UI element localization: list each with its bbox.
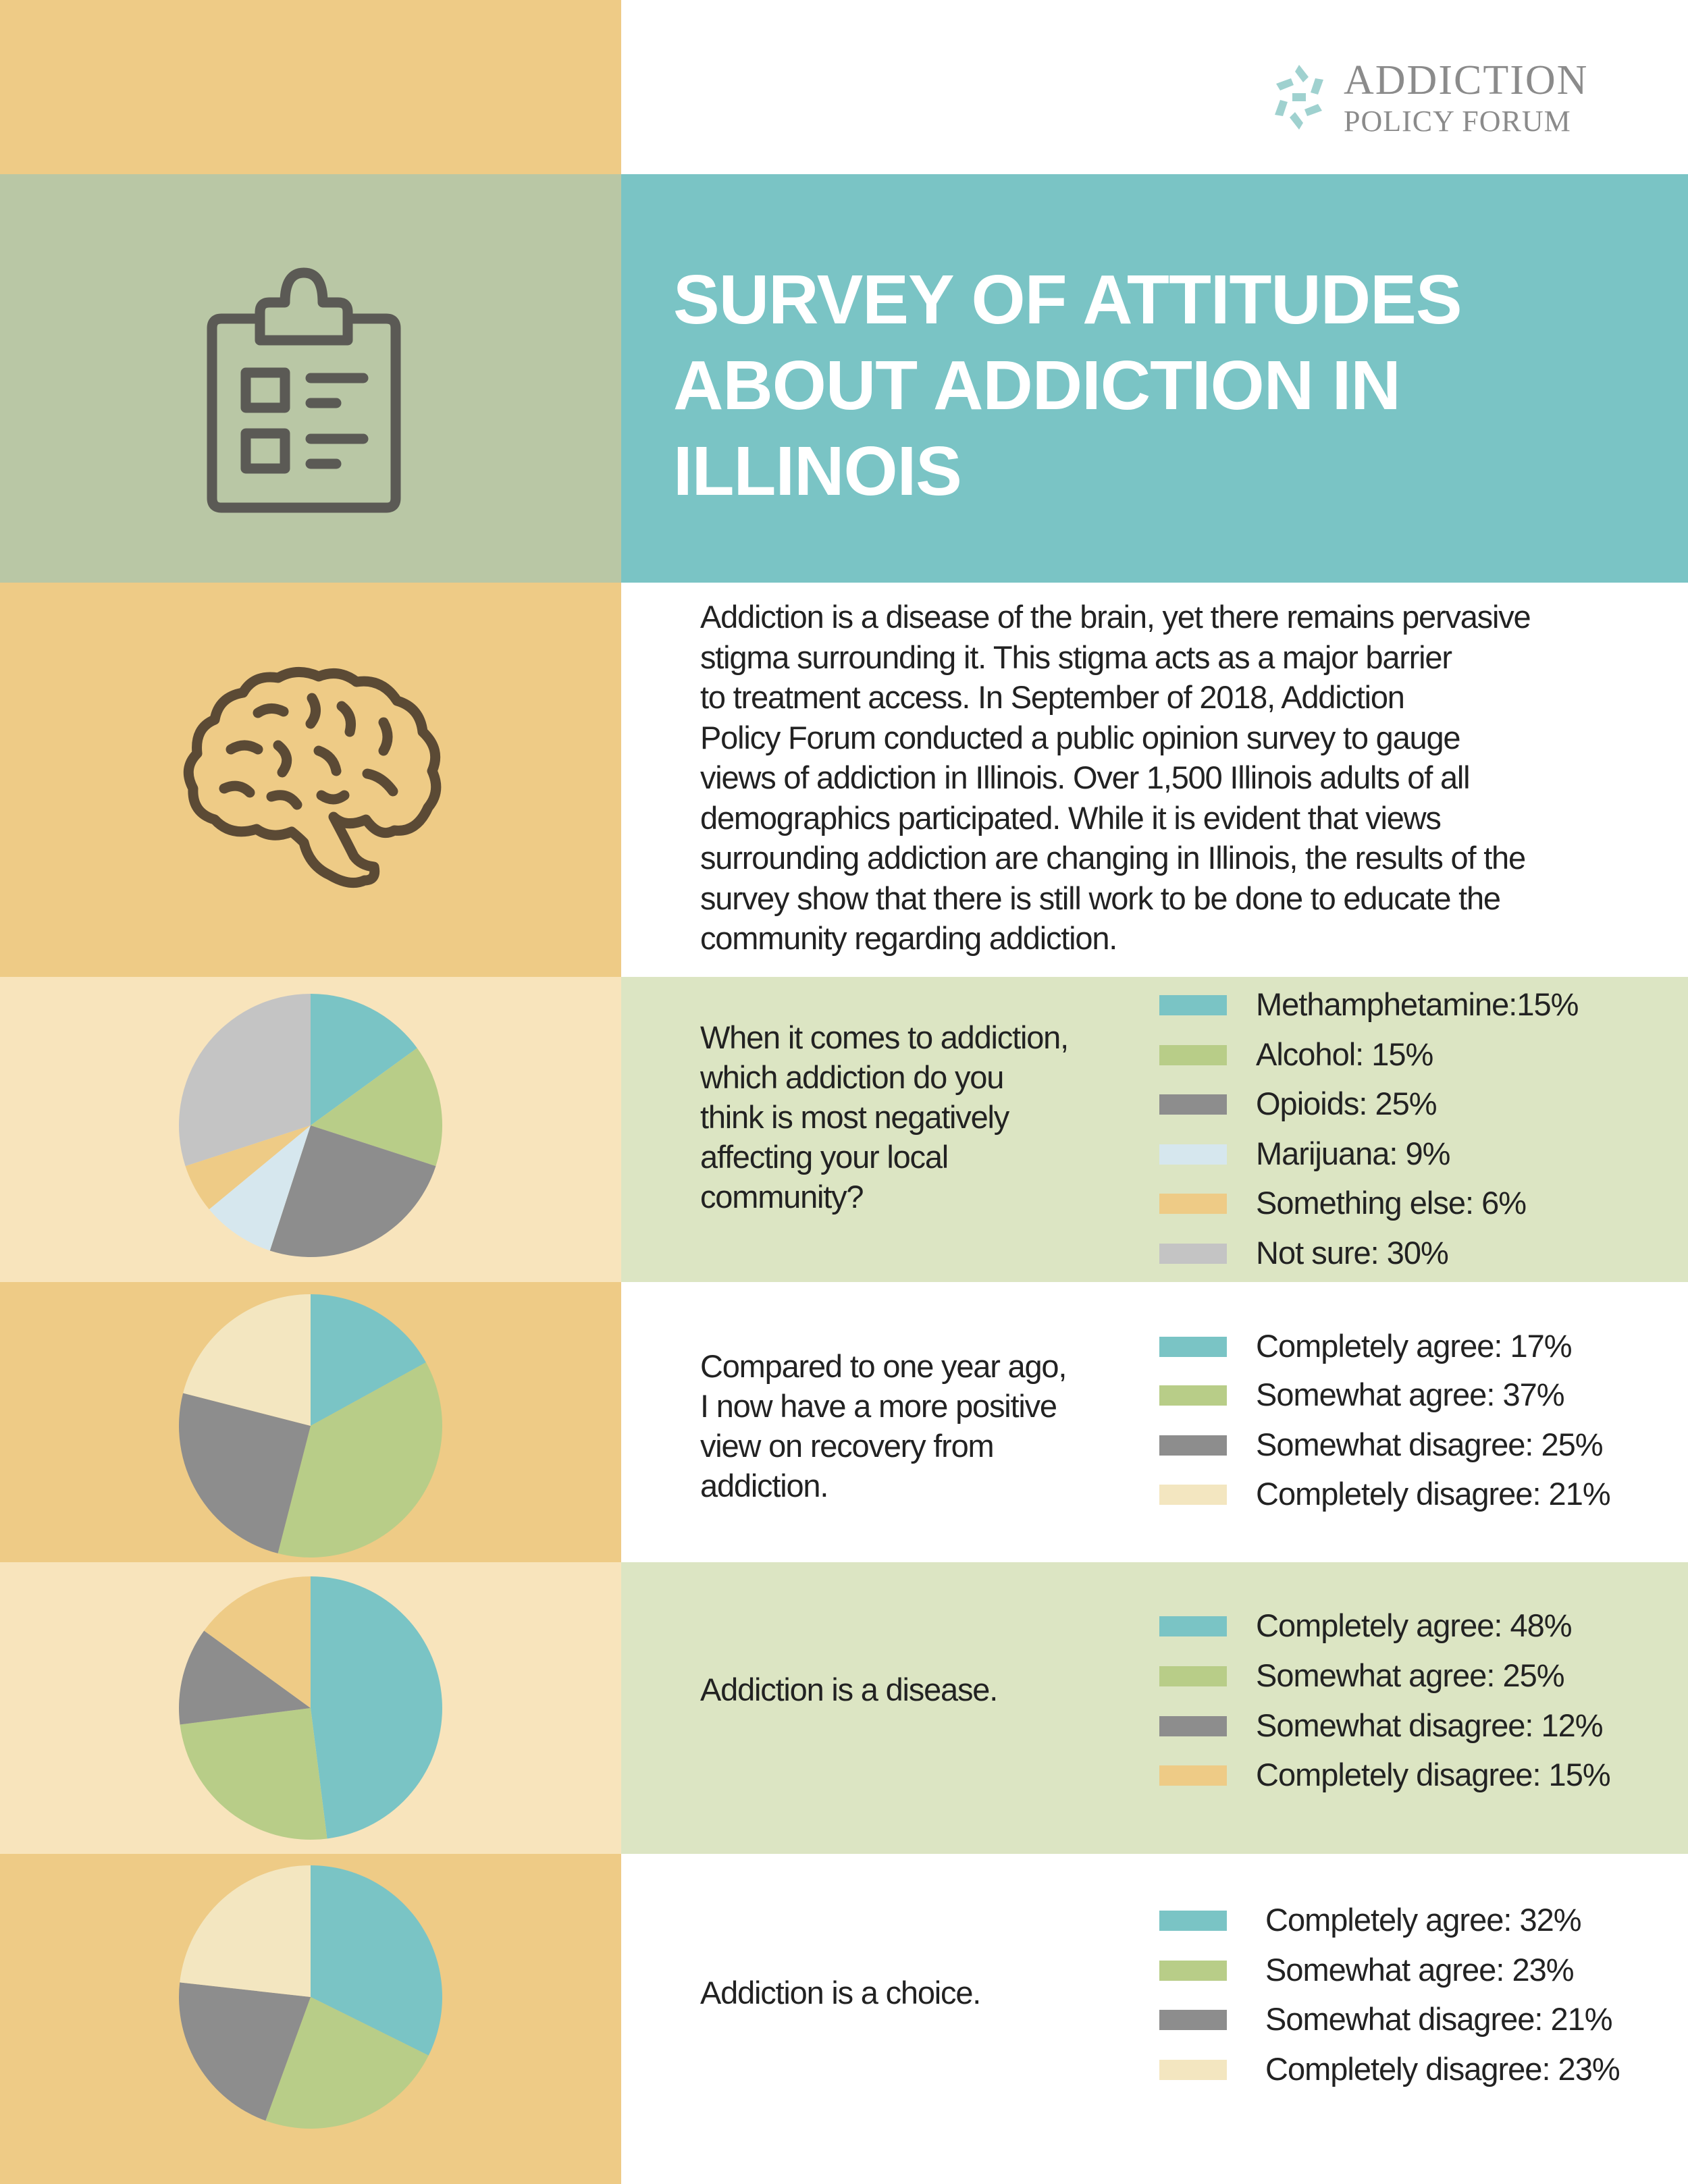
legend-label: Completely agree: 17%: [1256, 1328, 1573, 1364]
legend-label: Completely disagree: 23%: [1265, 2051, 1620, 2087]
legend-label: Somewhat disagree: 12%: [1256, 1707, 1604, 1743]
question-line: community?: [700, 1179, 864, 1215]
legend-label: Somewhat disagree: 21%: [1265, 2001, 1613, 2037]
top-left-band: [0, 0, 621, 174]
intro-line: stigma surrounding it. This stigma acts …: [700, 639, 1452, 675]
question-line: think is most negatively: [700, 1099, 1009, 1135]
legend-label: Completely disagree: 21%: [1256, 1476, 1611, 1512]
pie-slice: [269, 1125, 436, 1258]
question-line: view on recovery from: [700, 1428, 995, 1464]
title-line: ILLINOIS: [673, 432, 962, 510]
logo-title: ADDICTION: [1344, 57, 1589, 103]
pie-slice: [311, 1294, 426, 1426]
intro-line: views of addiction in Illinois. Over 1,5…: [700, 760, 1471, 795]
legend-label: Somewhat agree: 37%: [1256, 1377, 1565, 1412]
legend-label: Completely agree: 48%: [1256, 1607, 1573, 1643]
question-line: Addiction is a choice.: [700, 1975, 981, 2010]
legend-label: Something else: 6%: [1256, 1185, 1527, 1221]
legend-swatch: [1159, 1435, 1227, 1456]
legend-label: Somewhat disagree: 25%: [1256, 1427, 1604, 1462]
pie-slice: [204, 1576, 311, 1708]
logo-subtitle: POLICY FORUM: [1344, 105, 1571, 138]
question-addiction-choice: Addiction is a choice.: [700, 1973, 1132, 2013]
legend-swatch: [1159, 1144, 1227, 1165]
pie-slice: [179, 1630, 311, 1725]
legend-swatch: [1159, 2010, 1227, 2030]
question-line: Compared to one year ago,: [700, 1348, 1067, 1384]
question-line: affecting your local: [700, 1139, 949, 1175]
pie-slice: [311, 1048, 443, 1167]
pie-slice: [278, 1362, 442, 1557]
question-recovery-view: Compared to one year ago, I now have a m…: [700, 1346, 1132, 1506]
pie-slice: [178, 994, 311, 1167]
legend-swatch: [1159, 1485, 1227, 1505]
page-title: SURVEY OF ATTITUDES ABOUT ADDICTION IN I…: [673, 257, 1483, 514]
intro-line: community regarding addiction.: [700, 920, 1117, 956]
title-line: ABOUT ADDICTION IN: [673, 346, 1401, 424]
brain-icon: [183, 666, 442, 888]
question-line: addiction.: [700, 1468, 828, 1503]
legend-label: Somewhat agree: 23%: [1265, 1952, 1575, 1988]
pie-slice: [180, 1708, 327, 1840]
intro-line: surrounding addiction are changing in Il…: [700, 840, 1526, 876]
legend-swatch: [1159, 1911, 1227, 1931]
legend-label: Completely disagree: 15%: [1256, 1757, 1611, 1792]
legend-swatch: [1159, 995, 1227, 1015]
pie-slice: [265, 1997, 429, 2129]
pie-slice: [179, 1393, 311, 1553]
legend-swatch: [1159, 1765, 1227, 1786]
clipboard-icon: [207, 267, 401, 513]
legend-swatch: [1159, 1961, 1227, 1981]
legend-label: Methamphetamine:15%: [1256, 986, 1579, 1022]
intro-line: Addiction is a disease of the brain, yet…: [700, 599, 1531, 635]
brain-panel: [0, 583, 621, 977]
legend-swatch: [1159, 1616, 1227, 1636]
pie-slice: [311, 1576, 442, 1839]
legend-label: Somewhat agree: 25%: [1256, 1657, 1565, 1693]
legend-swatch: [1159, 1385, 1227, 1406]
legend-swatch: [1159, 1094, 1227, 1115]
pie-chart-addiction-disease: [179, 1576, 442, 1840]
pie-chart-addiction-type: [178, 994, 443, 1258]
question-line: When it comes to addiction,: [700, 1019, 1069, 1055]
question-addiction-type: When it comes to addiction, which addict…: [700, 1017, 1132, 1217]
pie-slice: [180, 1865, 311, 1997]
pie-slice: [183, 1294, 311, 1426]
legend-swatch: [1159, 1337, 1227, 1357]
legend-label: Alcohol: 15%: [1256, 1036, 1433, 1072]
question-line: which addiction do you: [700, 1059, 1004, 1095]
intro-paragraph: Addiction is a disease of the brain, yet…: [700, 597, 1632, 959]
legend-label: Not sure: 30%: [1256, 1235, 1449, 1271]
legend-swatch: [1159, 1045, 1227, 1065]
question-line: Addiction is a disease.: [700, 1672, 998, 1707]
pie-slice: [178, 1982, 311, 2121]
legend-swatch: [1159, 2060, 1227, 2080]
legend-swatch: [1159, 1716, 1227, 1736]
pie-slice: [311, 1865, 442, 2056]
pie-chart-recovery-view: [179, 1294, 442, 1557]
pie-chart-addiction-choice: [178, 1865, 442, 2129]
intro-line: Policy Forum conducted a public opinion …: [700, 719, 1461, 755]
pie-slice: [311, 994, 417, 1125]
pie-slice: [185, 1125, 311, 1210]
legend-swatch: [1159, 1666, 1227, 1686]
legend-label: Opioids: 25%: [1256, 1086, 1438, 1121]
title-line: SURVEY OF ATTITUDES: [673, 261, 1462, 338]
legend-swatch: [1159, 1244, 1227, 1264]
legend-label: Marijuana: 9%: [1256, 1136, 1450, 1171]
intro-line: to treatment access. In September of 201…: [700, 679, 1405, 715]
chart3-right-panel: [621, 1562, 1688, 1854]
legend-label: Completely agree: 32%: [1265, 1902, 1582, 1938]
legend-swatch: [1159, 1194, 1227, 1214]
question-addiction-disease: Addiction is a disease.: [700, 1670, 1132, 1709]
chart1-right-panel: [621, 977, 1688, 1282]
title-panel: [621, 174, 1688, 583]
intro-line: demographics participated. While it is e…: [700, 799, 1442, 836]
pie-slice: [209, 1125, 311, 1251]
intro-line: survey show that there is still work to …: [700, 880, 1501, 916]
addiction-policy-forum-logo-icon: [1275, 65, 1323, 130]
question-line: I now have a more positive: [700, 1388, 1057, 1424]
